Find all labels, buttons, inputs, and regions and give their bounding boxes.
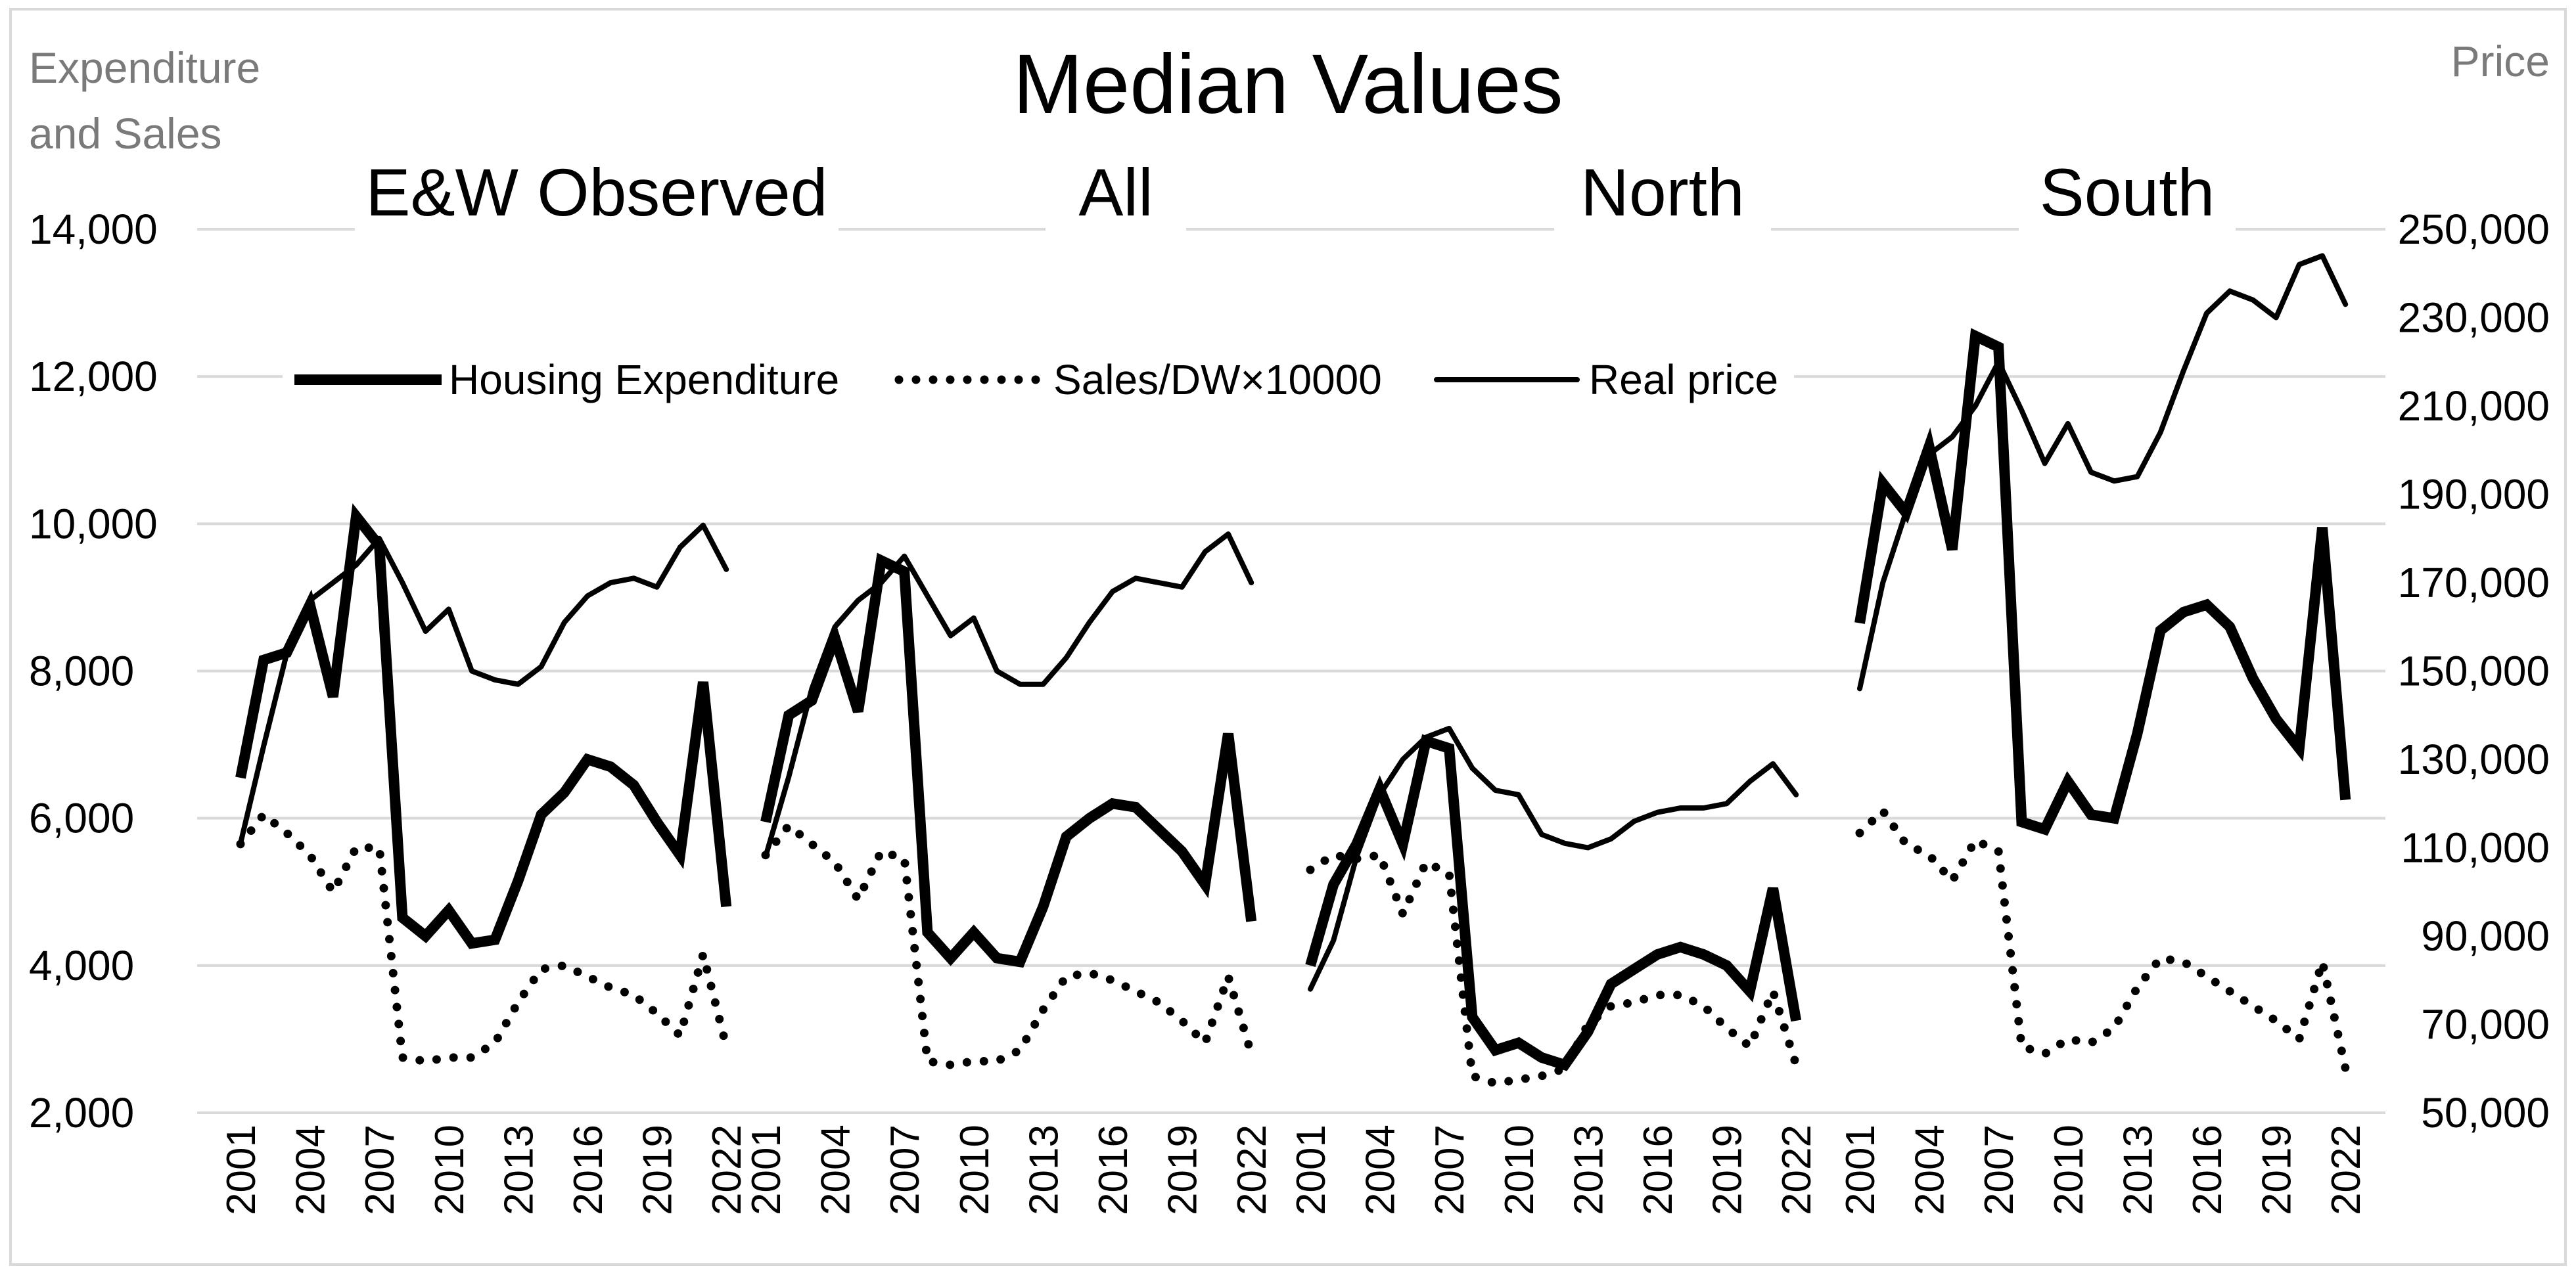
right-tick-250-000: 250,000 (2398, 206, 2550, 253)
left-tick-12-000: 12,000 (29, 353, 158, 400)
x-tick-south-2001: 2001 (1838, 1125, 1883, 1215)
right-tick-230-000: 230,000 (2398, 294, 2550, 342)
right-tick-110-000: 110,000 (2401, 824, 2550, 872)
right-tick-210-000: 210,000 (2398, 382, 2550, 430)
x-tick-e-w-observed-2013: 2013 (496, 1125, 541, 1215)
x-tick-e-w-observed-2022: 2022 (704, 1125, 750, 1215)
right-tick-70-000: 70,000 (2421, 1001, 2550, 1048)
x-tick-south-2013: 2013 (2115, 1125, 2161, 1215)
panel-title-north: North (1580, 155, 1744, 230)
x-tick-e-w-observed-2010: 2010 (427, 1125, 472, 1215)
left-tick-4-000: 4,000 (29, 942, 134, 989)
left-tick-8-000: 8,000 (29, 648, 134, 695)
x-tick-all-2016: 2016 (1091, 1125, 1136, 1215)
x-tick-south-2016: 2016 (2185, 1125, 2230, 1215)
x-tick-south-2007: 2007 (1977, 1125, 2022, 1215)
x-tick-e-w-observed-2019: 2019 (635, 1125, 681, 1215)
panel-title-e-w-observed: E&W Observed (366, 155, 828, 230)
x-tick-e-w-observed-2004: 2004 (288, 1125, 334, 1215)
x-tick-all-2013: 2013 (1021, 1125, 1067, 1215)
x-tick-e-w-observed-2016: 2016 (566, 1125, 611, 1215)
x-tick-north-2010: 2010 (1497, 1125, 1542, 1215)
legend-label-sales-dw-10000: Sales/DW×10000 (1053, 356, 1382, 403)
x-tick-north-2001: 2001 (1289, 1125, 1334, 1215)
x-tick-e-w-observed-2001: 2001 (219, 1125, 264, 1215)
x-tick-north-2004: 2004 (1358, 1125, 1404, 1215)
x-tick-south-2019: 2019 (2255, 1125, 2300, 1215)
left-axis-title-line2: and Sales (29, 109, 222, 158)
x-tick-north-2013: 2013 (1566, 1125, 1611, 1215)
right-tick-90-000: 90,000 (2421, 912, 2550, 960)
right-tick-150-000: 150,000 (2398, 648, 2550, 695)
right-axis-title: Price (2451, 37, 2550, 85)
x-tick-south-2022: 2022 (2324, 1125, 2369, 1215)
right-tick-50-000: 50,000 (2421, 1089, 2550, 1136)
x-tick-all-2001: 2001 (744, 1125, 789, 1215)
chart-title: Median Values (1013, 37, 1563, 131)
left-tick-10-000: 10,000 (29, 500, 158, 547)
x-tick-all-2004: 2004 (814, 1125, 859, 1215)
right-tick-130-000: 130,000 (2398, 736, 2550, 783)
x-tick-north-2007: 2007 (1427, 1125, 1473, 1215)
legend-label-real-price: Real price (1589, 356, 1778, 403)
x-tick-north-2019: 2019 (1705, 1125, 1751, 1215)
x-tick-all-2019: 2019 (1161, 1125, 1206, 1215)
right-tick-190-000: 190,000 (2398, 471, 2550, 518)
panel-title-all: All (1078, 155, 1153, 230)
x-tick-north-2022: 2022 (1774, 1125, 1820, 1215)
left-tick-2-000: 2,000 (29, 1089, 134, 1136)
left-tick-14-000: 14,000 (29, 206, 158, 253)
x-tick-south-2010: 2010 (2046, 1125, 2092, 1215)
left-tick-6-000: 6,000 (29, 795, 134, 842)
legend: Housing Expenditure Sales/DW×10000 Real pr… (283, 342, 1794, 414)
right-tick-170-000: 170,000 (2398, 559, 2550, 606)
x-tick-all-2007: 2007 (883, 1125, 928, 1215)
x-tick-e-w-observed-2007: 2007 (357, 1125, 403, 1215)
left-axis-title-line1: Expenditure (29, 43, 260, 92)
legend-label-housing-expenditure: Housing Expenditure (449, 356, 839, 403)
panel-title-south: South (2040, 155, 2215, 230)
x-tick-south-2004: 2004 (1908, 1125, 1953, 1215)
x-tick-north-2016: 2016 (1636, 1125, 1681, 1215)
x-tick-all-2010: 2010 (952, 1125, 998, 1215)
x-tick-all-2022: 2022 (1230, 1125, 1275, 1215)
